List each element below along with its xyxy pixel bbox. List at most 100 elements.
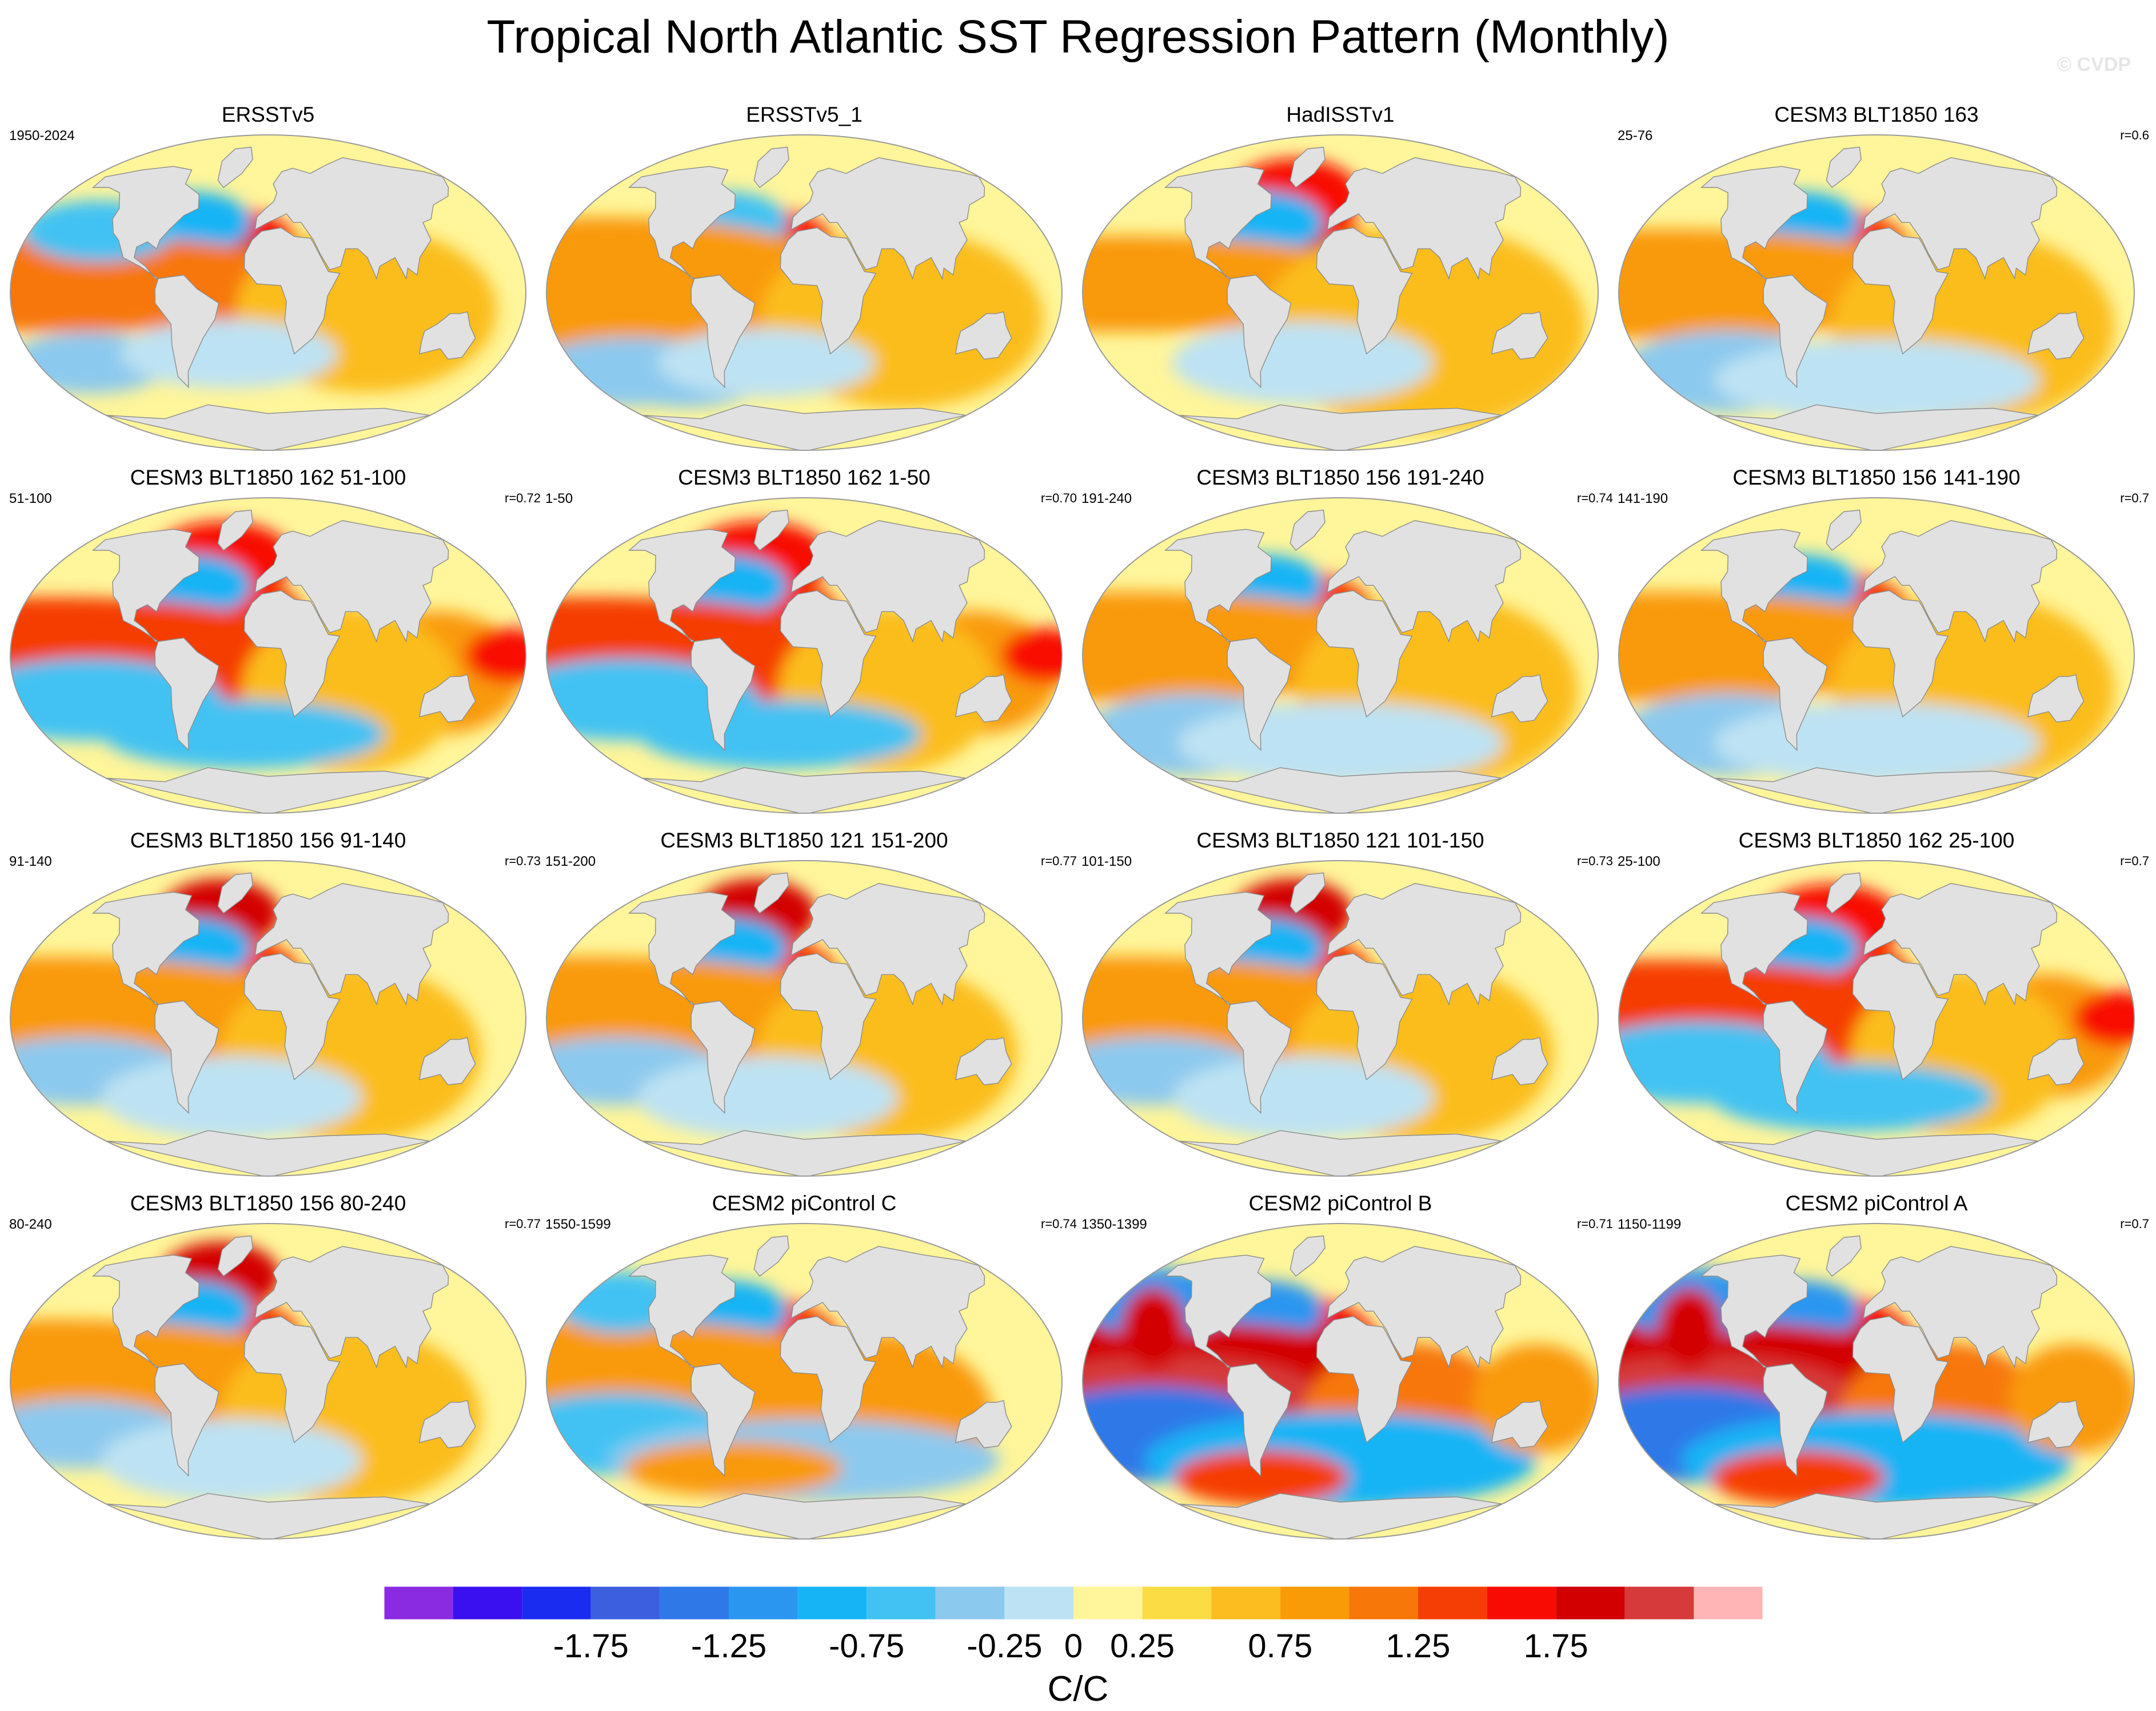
land-eurasia xyxy=(790,157,985,280)
land-south-america xyxy=(1763,637,1828,751)
map-panel: ERSSTv5 1950-2024 xyxy=(0,103,536,469)
sst-regression-map xyxy=(546,860,1063,1177)
colorbar-units-label: C/C xyxy=(1047,1669,1109,1709)
land-australia xyxy=(2027,311,2085,360)
panel-years: 25-100 xyxy=(1618,854,1660,869)
land-greenland xyxy=(217,509,253,551)
land-north-america xyxy=(628,529,736,642)
sst-regression-map xyxy=(10,497,526,814)
colorbar-tick-label: 1.25 xyxy=(1386,1628,1451,1665)
panel-years: 1150-1199 xyxy=(1618,1217,1682,1232)
land-masses xyxy=(1700,509,2085,813)
colorbar-tick-label: -0.25 xyxy=(967,1628,1042,1665)
land-australia xyxy=(1491,1037,1548,1086)
land-south-america xyxy=(154,637,219,751)
land-greenland xyxy=(217,146,253,188)
land-south-america xyxy=(154,1363,219,1477)
panel-years: 101-150 xyxy=(1081,854,1132,869)
map-panel: CESM3 BLT1850 156 80-240 80-240 r=0.77 xyxy=(0,1192,541,1557)
sst-regression-map xyxy=(1618,497,2135,814)
map-panel: CESM3 BLT1850 121 151-200 151-200 r=0.77 xyxy=(536,829,1077,1194)
colorbar-swatch xyxy=(384,1586,453,1620)
panel-years: 151-200 xyxy=(545,854,596,869)
land-eurasia xyxy=(790,520,985,643)
colorbar-swatch xyxy=(522,1586,591,1620)
land-antarctica xyxy=(642,767,967,813)
map-outline xyxy=(546,860,1063,1177)
land-greenland xyxy=(753,509,789,551)
panel-title: CESM3 BLT1850 121 101-150 xyxy=(1196,829,1484,852)
land-eurasia xyxy=(1327,157,1522,280)
land-north-america xyxy=(628,166,736,279)
colorbar-swatch xyxy=(1624,1586,1694,1620)
sst-anomaly-region xyxy=(1120,1288,1186,1370)
sst-anomaly-region xyxy=(637,1056,898,1138)
land-australia xyxy=(419,674,476,723)
panel-correlation: r=0.72 xyxy=(505,491,541,505)
sst-anomaly-region xyxy=(465,628,526,683)
colorbar-swatch xyxy=(1418,1586,1487,1620)
map-outline xyxy=(10,497,526,814)
land-greenland xyxy=(217,1235,253,1277)
land-antarctica xyxy=(1714,1493,2039,1539)
colorbar-tick-label: 1.75 xyxy=(1524,1628,1588,1665)
colorbar-swatch xyxy=(660,1586,729,1620)
land-south-america xyxy=(1763,1363,1828,1477)
panel-correlation: r=0.73 xyxy=(505,854,541,868)
colorbar-swatch xyxy=(1556,1586,1625,1620)
land-africa xyxy=(243,227,341,355)
panel-title: CESM3 BLT1850 121 151-200 xyxy=(660,829,948,852)
map-panel: CESM2 piControl B 1350-1399 r=0.71 xyxy=(1072,1192,1613,1557)
land-africa xyxy=(780,953,877,1081)
sst-regression-map xyxy=(1082,1223,1599,1540)
map-outline xyxy=(1082,1223,1599,1540)
map-panel: CESM3 BLT1850 156 141-190 141-190 r=0.7 xyxy=(1608,466,2149,831)
map-outline xyxy=(10,1223,526,1540)
sst-regression-map xyxy=(1618,1223,2135,1540)
land-north-america xyxy=(91,529,200,642)
land-greenland xyxy=(1289,146,1325,188)
sst-anomaly-region xyxy=(1711,1450,1885,1505)
colorbar-tick-label: 0.75 xyxy=(1248,1628,1312,1665)
map-panel: CESM3 BLT1850 121 101-150 101-150 r=0.73 xyxy=(1072,829,1613,1194)
land-north-america xyxy=(1164,529,1272,642)
colorbar-swatch xyxy=(729,1586,798,1620)
land-masses xyxy=(1164,509,1548,813)
map-panel: CESM3 BLT1850 156 191-240 191-240 r=0.74 xyxy=(1072,466,1613,831)
land-north-america xyxy=(91,1254,200,1368)
land-south-america xyxy=(1763,274,1828,389)
land-greenland xyxy=(1826,872,1862,914)
map-outline xyxy=(1618,497,2135,814)
land-antarctica xyxy=(106,404,430,450)
sst-anomaly-region xyxy=(101,1056,362,1138)
land-africa xyxy=(1852,1316,1949,1444)
sst-regression-map xyxy=(1082,860,1599,1177)
land-masses xyxy=(1700,146,2085,450)
land-australia xyxy=(1491,311,1548,360)
land-greenland xyxy=(753,1235,789,1277)
panel-correlation: r=0.7 xyxy=(2120,491,2149,505)
colorbar-swatch xyxy=(453,1586,522,1620)
land-eurasia xyxy=(1327,520,1522,643)
land-africa xyxy=(780,1316,877,1444)
land-australia xyxy=(2027,1400,2085,1449)
land-masses xyxy=(1164,1235,1548,1539)
land-africa xyxy=(1316,953,1413,1081)
land-south-america xyxy=(1227,1000,1292,1114)
sst-anomaly-region xyxy=(1175,1450,1349,1505)
land-south-america xyxy=(1227,1363,1292,1477)
panel-years: 1550-1599 xyxy=(545,1217,611,1232)
land-masses xyxy=(628,509,1012,813)
map-outline xyxy=(10,134,526,451)
land-greenland xyxy=(1826,509,1862,551)
colorbar-tick-label: -0.75 xyxy=(829,1628,904,1665)
land-south-america xyxy=(154,1000,219,1114)
land-north-america xyxy=(628,892,736,1005)
land-antarctica xyxy=(642,404,967,450)
land-africa xyxy=(780,227,877,355)
land-eurasia xyxy=(254,520,449,643)
land-greenland xyxy=(217,872,253,914)
map-outline xyxy=(546,134,1063,451)
sst-anomaly-region xyxy=(1656,1288,1722,1370)
land-antarctica xyxy=(1178,1130,1503,1176)
